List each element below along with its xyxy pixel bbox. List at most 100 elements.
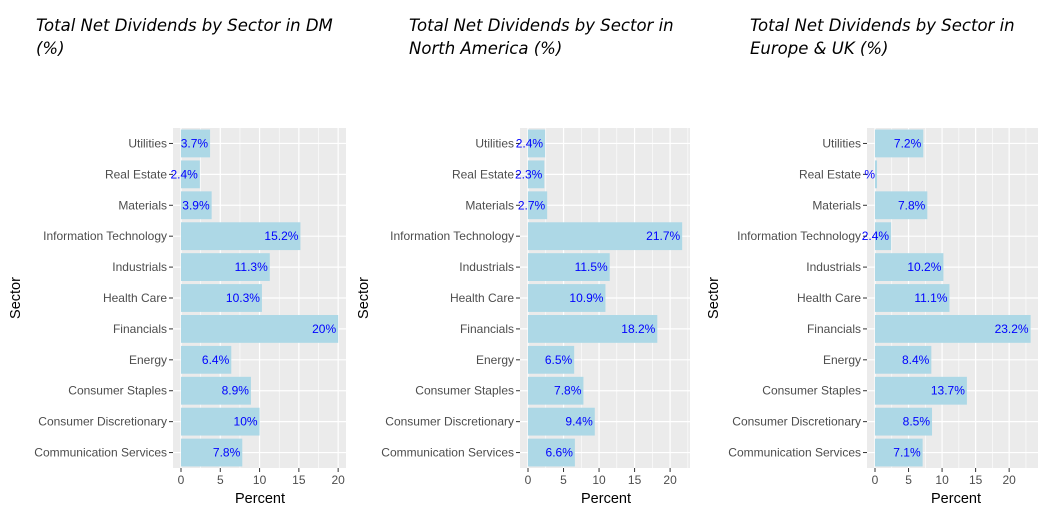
data-label: 6.5% xyxy=(545,353,573,367)
y-tick-label: Information Technology xyxy=(43,229,167,243)
bar xyxy=(528,129,546,158)
data-label: 8.9% xyxy=(222,384,250,398)
x-tick-label: 10 xyxy=(592,473,606,487)
bar xyxy=(181,191,212,220)
bar xyxy=(528,253,610,281)
bar xyxy=(875,253,944,281)
bar xyxy=(181,284,262,312)
data-label: 10.3% xyxy=(226,291,260,305)
chart-svg: Utilities Real Estate Materials Information… xyxy=(8,128,346,507)
data-label: 11.1% xyxy=(914,291,947,305)
bar xyxy=(875,160,878,189)
data-label: 2.4% xyxy=(516,136,544,150)
bar xyxy=(875,407,933,436)
y-axis-title: Sector xyxy=(706,277,722,319)
data-label: 23.2% xyxy=(995,322,1029,336)
bar xyxy=(875,191,928,220)
chart-panel-europe-uk: Total Net Dividends by Sector in Europe … xyxy=(704,0,1062,521)
x-tick-label: 20 xyxy=(331,473,345,487)
bar xyxy=(528,191,548,220)
chart-title: Total Net Dividends by Sector in Europe … xyxy=(750,16,1015,58)
bar xyxy=(875,129,924,158)
y-tick-label: Health Care xyxy=(103,291,167,305)
bar xyxy=(528,376,584,405)
chart-svg: Utilities Real Estate Materials Information… xyxy=(356,128,690,507)
x-tick-label: 0 xyxy=(178,473,185,487)
bar xyxy=(181,222,301,251)
y-tick-label: Materials xyxy=(465,198,514,212)
bar xyxy=(528,222,683,251)
x-axis-title: Percent xyxy=(581,491,631,507)
y-tick-label: Consumer Staples xyxy=(415,384,514,398)
chart-panel-north-america: Total Net Dividends by Sector in North A… xyxy=(352,0,704,521)
y-tick-label: Real Estate xyxy=(105,167,167,181)
y-tick-label: Energy xyxy=(476,353,514,367)
y-tick-label: Materials xyxy=(118,198,167,212)
bar xyxy=(875,284,950,312)
y-tick-label: Energy xyxy=(823,353,861,367)
y-tick-label: Health Care xyxy=(450,291,514,305)
bar xyxy=(181,129,211,158)
y-tick-label: Information Technology xyxy=(737,229,861,243)
data-label: 3.7% xyxy=(181,136,209,150)
data-label: 15.2% xyxy=(264,229,298,243)
data-label: 2.7% xyxy=(518,198,546,212)
data-label: 11.3% xyxy=(235,260,268,274)
x-tick-label: 15 xyxy=(628,473,642,487)
bar xyxy=(875,345,932,374)
data-label: 2.4% xyxy=(170,167,198,181)
data-label: 11.5% xyxy=(575,260,608,274)
y-tick-label: Industrials xyxy=(112,260,167,274)
data-label: 18.2% xyxy=(621,322,655,336)
data-label: 8.4% xyxy=(902,353,930,367)
x-tick-label: 5 xyxy=(217,473,224,487)
data-label: 20% xyxy=(312,322,336,336)
y-tick-label: Industrials xyxy=(806,260,861,274)
x-axis-title: Percent xyxy=(931,491,981,507)
y-tick-label: Consumer Discretionary xyxy=(732,415,861,429)
chart-title: Total Net Dividends by Sector in North A… xyxy=(409,16,674,58)
y-tick-label: Communication Services xyxy=(34,446,167,460)
x-tick-label: 0 xyxy=(872,473,879,487)
data-label: 7.8% xyxy=(898,198,926,212)
y-tick-label: Financials xyxy=(113,322,167,336)
data-label: 13.7% xyxy=(931,384,965,398)
data-label: 3.9% xyxy=(182,198,210,212)
bar xyxy=(528,284,606,312)
bar xyxy=(528,345,575,374)
data-label: 21.7% xyxy=(646,229,680,243)
y-tick-label: Consumer Discretionary xyxy=(385,415,514,429)
data-label: 7.8% xyxy=(554,384,582,398)
y-tick-label: Materials xyxy=(812,198,861,212)
bar xyxy=(181,315,339,343)
x-tick-label: 10 xyxy=(935,473,949,487)
y-tick-label: Financials xyxy=(460,322,514,336)
y-tick-label: Health Care xyxy=(797,291,861,305)
data-label: 7.1% xyxy=(893,446,921,460)
bar xyxy=(875,438,923,467)
x-tick-label: 15 xyxy=(292,473,306,487)
data-label: % xyxy=(864,167,875,181)
bar xyxy=(181,160,200,189)
bar xyxy=(528,315,658,343)
x-tick-label: 0 xyxy=(525,473,532,487)
chart-title: Total Net Dividends by Sector in DM (%) xyxy=(36,16,333,58)
data-label: 6.4% xyxy=(202,353,230,367)
data-label: 10.2% xyxy=(907,260,941,274)
x-tick-label: 20 xyxy=(1002,473,1016,487)
y-tick-label: Consumer Staples xyxy=(762,384,861,398)
y-tick-label: Energy xyxy=(129,353,167,367)
y-tick-label: Financials xyxy=(807,322,861,336)
bar xyxy=(875,315,1031,343)
bar xyxy=(875,376,967,405)
y-tick-label: Industrials xyxy=(459,260,514,274)
bar xyxy=(181,345,232,374)
data-label: 6.6% xyxy=(546,446,574,460)
x-tick-label: 5 xyxy=(905,473,912,487)
y-tick-label: Utilities xyxy=(128,136,167,150)
bar xyxy=(181,438,243,467)
x-tick-label: 15 xyxy=(969,473,983,487)
y-axis-title: Sector xyxy=(8,277,24,319)
data-label: 8.5% xyxy=(903,415,931,429)
y-tick-label: Utilities xyxy=(475,136,514,150)
